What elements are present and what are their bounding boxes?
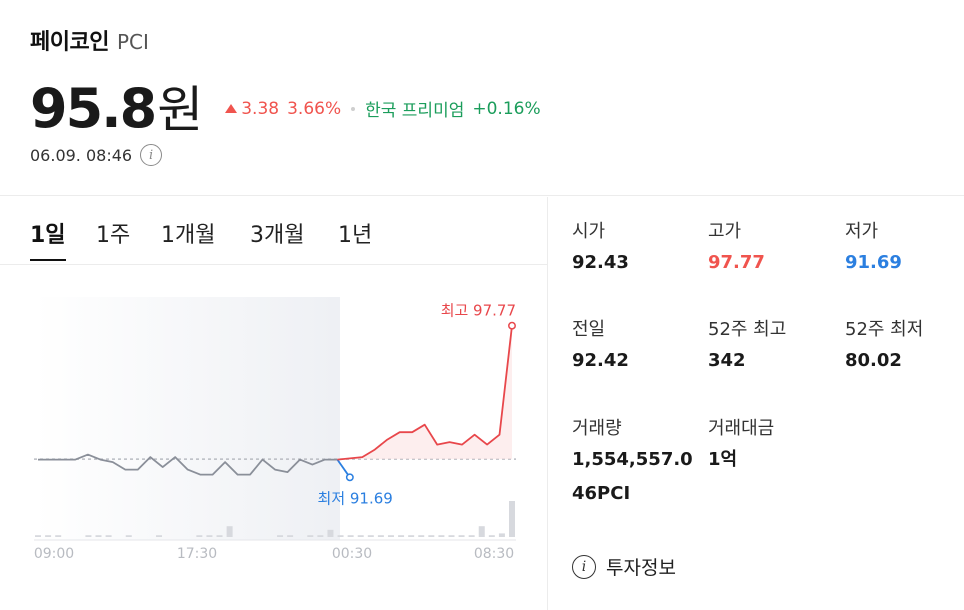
price-unit: 원 xyxy=(157,81,204,139)
w52-low-value: 80.02 xyxy=(845,350,902,371)
volume-label: 거래량 xyxy=(572,418,622,439)
volume-bar xyxy=(226,526,233,537)
volume-bar xyxy=(156,535,163,537)
coin-name: 페이코인 xyxy=(30,30,109,55)
coin-header: 페이코인 PCI 95.8 원 3.38 3.66% 한국 프리미엄 +0.16… xyxy=(0,0,964,196)
series-line-past xyxy=(38,453,338,476)
price-chart[interactable]: 최고 97.77 최저 91.69 09:00 17:30 00:30 08:30 xyxy=(0,265,548,610)
tab-1week[interactable]: 1주 xyxy=(96,223,131,248)
volume-bar xyxy=(307,535,314,537)
volume-bar xyxy=(125,535,132,537)
volume-bar xyxy=(45,535,52,537)
volume-bar xyxy=(438,535,445,537)
x-tick-label: 17:30 xyxy=(177,546,217,562)
high-label: 최고 97.77 xyxy=(441,302,516,320)
high-marker xyxy=(508,321,516,330)
recent-area-fill xyxy=(337,325,512,460)
x-tick-label: 09:00 xyxy=(34,546,74,562)
x-tick-label: 08:30 xyxy=(474,546,514,562)
coin-title: 페이코인 PCI xyxy=(30,24,149,56)
volume-bar xyxy=(387,535,394,537)
volume-bar xyxy=(206,535,213,537)
series-line-recent xyxy=(337,325,513,461)
w52-low-label: 52주 최저 xyxy=(845,319,924,340)
volume-bar xyxy=(337,535,344,537)
volume-bar xyxy=(509,501,515,537)
volume-bar xyxy=(35,535,41,537)
past-period-shade xyxy=(34,297,340,540)
amount-value: 1억 xyxy=(708,449,738,470)
volume-bar xyxy=(408,535,415,537)
premium-label[interactable]: 한국 프리미엄 xyxy=(365,101,465,121)
volume-bar xyxy=(468,535,475,537)
tab-1year[interactable]: 1년 xyxy=(338,223,373,248)
volume-bar xyxy=(277,535,284,537)
timestamp-row: 06.09. 08:46 i xyxy=(30,144,163,166)
timestamp: 06.09. 08:46 xyxy=(30,145,133,165)
chart-panel: 1일 1주 1개월 3개월 1년 최고 97.77 최저 91.69 09:00 17… xyxy=(0,197,548,610)
high-label: 고가 xyxy=(708,221,742,242)
volume-bar xyxy=(448,535,455,537)
change-value: 3.38 xyxy=(241,98,280,119)
invest-info-link[interactable]: i 투자정보 xyxy=(572,553,676,580)
volume-bar xyxy=(488,535,495,537)
volume-bar xyxy=(85,535,92,537)
tab-1month[interactable]: 1개월 xyxy=(161,223,216,248)
price-change: 3.38 3.66% 한국 프리미엄 +0.16% xyxy=(225,96,541,121)
volume-value-line1: 1,554,557.0 xyxy=(572,449,693,470)
volume-bar xyxy=(458,535,465,537)
info-icon: i xyxy=(572,554,596,579)
dot-separator xyxy=(351,106,356,111)
volume-bar xyxy=(216,535,223,537)
prev-close-value: 92.42 xyxy=(572,350,629,371)
low-value: 91.69 xyxy=(845,252,902,273)
period-tabs: 1일 1주 1개월 3개월 1년 xyxy=(0,197,548,265)
low-label: 최저 91.69 xyxy=(318,489,393,507)
w52-high-value: 342 xyxy=(708,350,746,371)
price-row: 95.8 원 3.38 3.66% 한국 프리미엄 +0.16% xyxy=(30,70,541,142)
invest-info-label: 투자정보 xyxy=(606,557,676,579)
high-value: 97.77 xyxy=(708,252,765,273)
w52-high-label: 52주 최고 xyxy=(708,319,787,340)
volume-bar xyxy=(367,535,374,537)
open-value: 92.43 xyxy=(572,252,629,273)
volume-bar xyxy=(287,535,294,537)
info-icon[interactable]: i xyxy=(140,144,163,166)
open-label: 시가 xyxy=(572,221,606,242)
volume-bar xyxy=(55,535,62,537)
tab-3month[interactable]: 3개월 xyxy=(250,223,305,248)
low-marker xyxy=(345,473,354,482)
volume-value-line2: 46PCI xyxy=(572,483,631,504)
volume-bar xyxy=(327,529,334,537)
change-percent: 3.66% xyxy=(287,98,342,119)
prev-close-label: 전일 xyxy=(572,319,606,340)
volume-bar xyxy=(398,535,405,537)
volume-bar xyxy=(418,535,425,537)
volume-bar xyxy=(357,535,364,537)
volume-bar xyxy=(105,535,112,537)
volume-bar xyxy=(377,535,384,537)
triangle-up-icon xyxy=(225,104,238,113)
coin-ticker: PCI xyxy=(116,30,149,54)
low-label: 저가 xyxy=(845,221,879,242)
x-tick-label: 00:30 xyxy=(332,546,372,562)
volume-bar xyxy=(498,533,505,537)
volume-bar xyxy=(196,535,203,537)
tab-1day[interactable]: 1일 xyxy=(30,217,66,261)
volume-bar xyxy=(428,535,435,537)
current-price: 95.8 xyxy=(30,77,157,140)
volume-bar xyxy=(95,535,102,537)
volume-bar xyxy=(347,535,354,537)
amount-label: 거래대금 xyxy=(708,418,775,439)
premium-value: +0.16% xyxy=(472,98,541,119)
volume-bar xyxy=(478,526,485,537)
stats-panel: 시가 92.43 고가 97.77 저가 91.69 전일 92.42 52주 … xyxy=(550,197,964,610)
volume-bar xyxy=(317,535,324,537)
